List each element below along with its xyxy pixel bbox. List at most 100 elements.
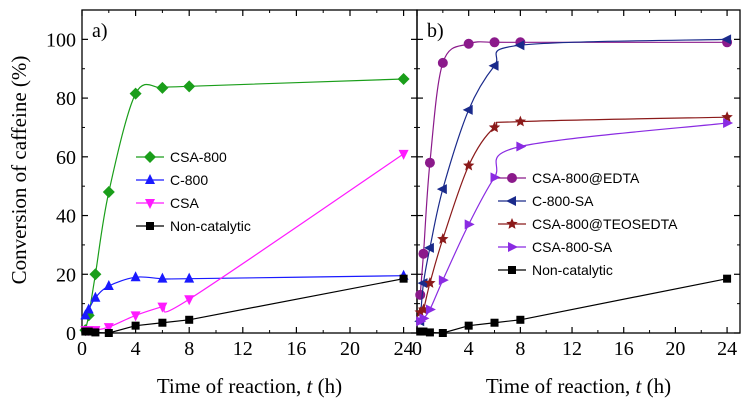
data-point [84,327,93,336]
legend-label: Non-catalytic [170,218,251,234]
data-point [103,323,114,334]
data-point [102,186,115,199]
legend-marker [508,242,518,252]
data-point [488,121,501,133]
data-point [103,280,114,291]
data-point [414,306,426,318]
y-tick-label: 60 [56,147,76,169]
data-point [438,329,447,337]
series-csa-800-sa [416,118,734,327]
data-point [158,318,167,327]
data-point [463,38,474,49]
legend-label: CSA-800@EDTA [532,170,640,186]
data-point [83,303,94,314]
x-tick-label: 8 [515,338,525,360]
x-axis-title-text: Time of reaction, [486,374,636,398]
data-point [398,149,409,160]
x-axis-ticks: 0 4 8 12 16 20 24 [77,10,414,360]
data-point [489,37,500,48]
x-axis-title-unit: (h) [312,374,342,398]
x-axis-title-variable: t [636,374,643,398]
legend-marker [145,199,155,209]
y-tick-label: 80 [56,88,76,110]
data-point [90,291,101,302]
data-point [397,73,410,86]
data-point [415,289,426,300]
legend-marker [145,174,155,184]
data-point [183,80,196,93]
data-point [184,272,195,283]
series-non-catalytic [416,274,732,337]
series-line [419,38,728,322]
x-axis-ticks: 0 4 8 12 16 20 24 [412,10,737,360]
x-axis-title: Time of reaction, t (h) [486,374,671,398]
data-point [723,274,732,283]
data-point [437,57,448,68]
legend-marker [144,151,156,163]
data-point [185,315,194,324]
series-csa-800-edta [415,37,733,300]
legend-label: C-800 [170,172,208,188]
legend-marker [506,218,518,229]
legend-label: CSA-800@TEOSEDTA [532,216,678,232]
y-tick-label: 0 [66,323,76,345]
data-point [131,321,140,330]
legend-label: Non-catalytic [532,262,613,278]
data-point [514,40,525,51]
x-tick-label: 4 [131,338,141,360]
x-tick-label: 8 [184,338,194,360]
data-point [419,327,428,336]
legend: CSA-800 C-800 CSA Non-catalytic [136,149,251,234]
y-tick-label: 20 [56,264,76,286]
data-point [129,87,142,100]
legend-label: CSA-800 [170,149,227,165]
legend-label: CSA [170,195,199,211]
y-tick-label: 40 [56,206,76,228]
x-tick-label: 24 [394,338,414,360]
y-tick-label: 100 [46,29,76,51]
data-point [514,115,527,127]
legend-marker [506,196,516,206]
data-point [423,242,434,253]
data-point [425,328,434,337]
data-point [424,157,435,168]
x-tick-label: 16 [286,338,306,360]
plot-frame [416,9,741,334]
data-point [157,302,168,313]
data-point [156,81,169,94]
series-line [419,116,728,314]
x-axis-title-unit: (h) [641,374,671,398]
data-point [464,321,473,330]
series-non-catalytic [81,274,408,337]
data-point [91,328,100,337]
series-line [84,78,404,331]
y-axis-title: Conversion of caffeine (%) [7,56,31,285]
series-line [419,41,728,295]
data-point [89,268,102,281]
x-tick-label: 0 [412,338,422,360]
data-point [463,159,475,171]
series-csa-800 [79,73,410,337]
x-axis-title: Time of reaction, t (h) [157,374,342,398]
data-point [157,272,168,283]
data-point [80,309,91,320]
x-tick-label: 16 [614,338,634,360]
series-line [85,153,404,331]
data-point [424,277,436,288]
data-point [490,172,501,183]
data-point [417,303,430,315]
data-point [104,329,113,337]
panel-label: a) [92,20,108,42]
data-point [130,271,141,282]
data-point [399,274,408,283]
x-axis-title-variable: t [307,374,314,398]
panel-a: 0 4 8 12 16 20 24 0 20 40 60 80 100 Time of reaction,… [46,9,418,398]
series-csa [80,149,409,337]
x-tick-label: 12 [233,338,253,360]
legend-label: C-800-SA [532,193,594,209]
x-tick-label: 20 [665,338,685,360]
x-tick-label: 0 [77,338,87,360]
data-point [417,278,428,289]
series-c-800 [80,269,409,320]
data-point [418,248,429,259]
